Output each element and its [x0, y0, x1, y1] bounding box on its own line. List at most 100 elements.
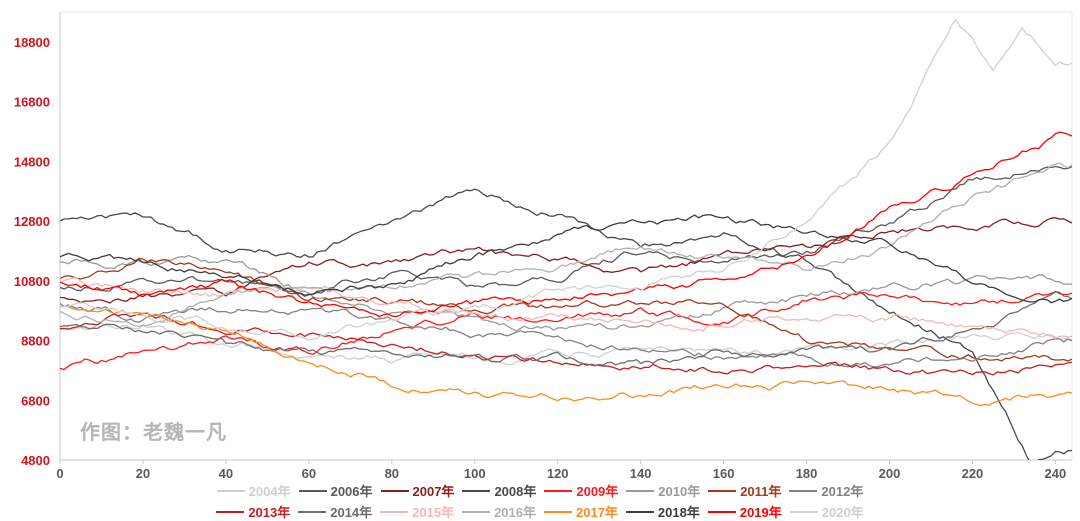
legend-label: 2017年: [576, 502, 618, 521]
legend-label: 2013年: [248, 502, 290, 521]
series-line: [60, 20, 1072, 340]
y-tick: 16800: [14, 95, 50, 110]
legend-swatch: [217, 490, 245, 492]
legend-label: 2004年: [249, 481, 291, 500]
svg-text:0: 0: [56, 466, 63, 481]
legend-swatch: [380, 511, 408, 513]
legend: 2004年 2006年 2007年 2008年 2009年 2010年 2011年 2012年…: [200, 480, 880, 520]
y-tick: 14800: [14, 154, 50, 169]
legend-item: 2014年: [298, 502, 372, 521]
svg-text:10800: 10800: [14, 274, 50, 289]
legend-label: 2019年: [740, 502, 782, 521]
legend-label: 2015年: [412, 502, 454, 521]
x-tick: 40: [219, 460, 233, 481]
series-line: [60, 163, 1072, 326]
svg-text:220: 220: [962, 466, 984, 481]
x-tick: 200: [879, 460, 901, 481]
y-tick: 12800: [14, 214, 50, 229]
y-tick: 10800: [14, 274, 50, 289]
x-tick: 220: [962, 460, 984, 481]
x-tick: 80: [385, 460, 399, 481]
legend-swatch: [216, 511, 244, 513]
legend-swatch: [790, 511, 818, 513]
x-tick: 140: [630, 460, 652, 481]
legend-item: 2010年: [626, 481, 700, 500]
x-tick: 160: [713, 460, 735, 481]
svg-text:18800: 18800: [14, 35, 50, 50]
legend-label: 2020年: [822, 502, 864, 521]
legend-label: 2009年: [576, 481, 618, 500]
legend-label: 2006年: [331, 481, 373, 500]
legend-item: 2019年: [708, 502, 782, 521]
y-tick: 18800: [14, 35, 50, 50]
legend-label: 2012年: [821, 481, 863, 500]
x-tick: 20: [136, 460, 150, 481]
legend-swatch: [544, 490, 572, 492]
legend-swatch: [298, 511, 326, 513]
x-tick: 180: [796, 460, 818, 481]
legend-label: 2016年: [494, 502, 536, 521]
legend-item: 2015年: [380, 502, 454, 521]
svg-text:200: 200: [879, 466, 901, 481]
legend-label: 2008年: [494, 481, 536, 500]
legend-item: 2017年: [544, 502, 618, 521]
svg-text:160: 160: [713, 466, 735, 481]
svg-text:40: 40: [219, 466, 233, 481]
legend-label: 2018年: [658, 502, 700, 521]
legend-label: 2014年: [330, 502, 372, 521]
svg-text:180: 180: [796, 466, 818, 481]
legend-swatch: [789, 490, 817, 492]
legend-swatch: [462, 490, 490, 492]
y-tick: 6800: [21, 393, 50, 408]
svg-text:140: 140: [630, 466, 652, 481]
legend-item: 2007年: [381, 481, 455, 500]
x-tick: 0: [56, 460, 63, 481]
legend-item: 2013年: [216, 502, 290, 521]
svg-text:20: 20: [136, 466, 150, 481]
legend-item: 2020年: [790, 502, 864, 521]
legend-item: 2018年: [626, 502, 700, 521]
svg-text:240: 240: [1045, 466, 1067, 481]
legend-swatch: [299, 490, 327, 492]
legend-label: 2011年: [740, 481, 781, 500]
legend-swatch: [626, 490, 654, 492]
svg-text:14800: 14800: [14, 154, 50, 169]
legend-swatch: [626, 511, 654, 513]
legend-swatch: [708, 511, 736, 513]
chart-container: 4800 6800 8800 10800 12800 14800 16800 18800 0 20…: [0, 0, 1080, 521]
legend-item: 2006年: [299, 481, 373, 500]
legend-item: 2016年: [462, 502, 536, 521]
x-tick: 100: [464, 460, 486, 481]
x-tick: 60: [302, 460, 316, 481]
series-line: [60, 292, 1072, 370]
x-tick: 240: [1045, 460, 1067, 481]
legend-item: 2004年: [217, 481, 291, 500]
series-line: [60, 304, 1072, 367]
series-line: [60, 132, 1072, 317]
svg-text:80: 80: [385, 466, 399, 481]
legend-item: 2008年: [462, 481, 536, 500]
svg-text:60: 60: [302, 466, 316, 481]
series-line: [60, 215, 1072, 303]
svg-text:6800: 6800: [21, 393, 50, 408]
legend-item: 2009年: [544, 481, 618, 500]
series-line: [60, 313, 1072, 375]
legend-label: 2010年: [658, 481, 700, 500]
svg-text:16800: 16800: [14, 95, 50, 110]
svg-text:100: 100: [464, 466, 486, 481]
legend-swatch: [708, 490, 736, 492]
x-tick: 120: [547, 460, 569, 481]
y-tick: 4800: [21, 453, 50, 468]
legend-item: 2012年: [789, 481, 863, 500]
svg-text:120: 120: [547, 466, 569, 481]
legend-swatch: [544, 511, 572, 513]
svg-text:12800: 12800: [14, 214, 50, 229]
watermark-text: 作图：老魏一凡: [80, 416, 227, 445]
legend-item: 2011年: [708, 481, 781, 500]
legend-swatch: [462, 511, 490, 513]
svg-text:8800: 8800: [21, 334, 50, 349]
legend-swatch: [381, 490, 409, 492]
y-tick: 8800: [21, 334, 50, 349]
legend-label: 2007年: [413, 481, 455, 500]
svg-text:4800: 4800: [21, 453, 50, 468]
